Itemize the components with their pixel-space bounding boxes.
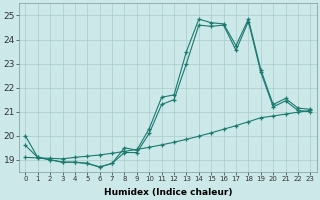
X-axis label: Humidex (Indice chaleur): Humidex (Indice chaleur) xyxy=(104,188,232,197)
